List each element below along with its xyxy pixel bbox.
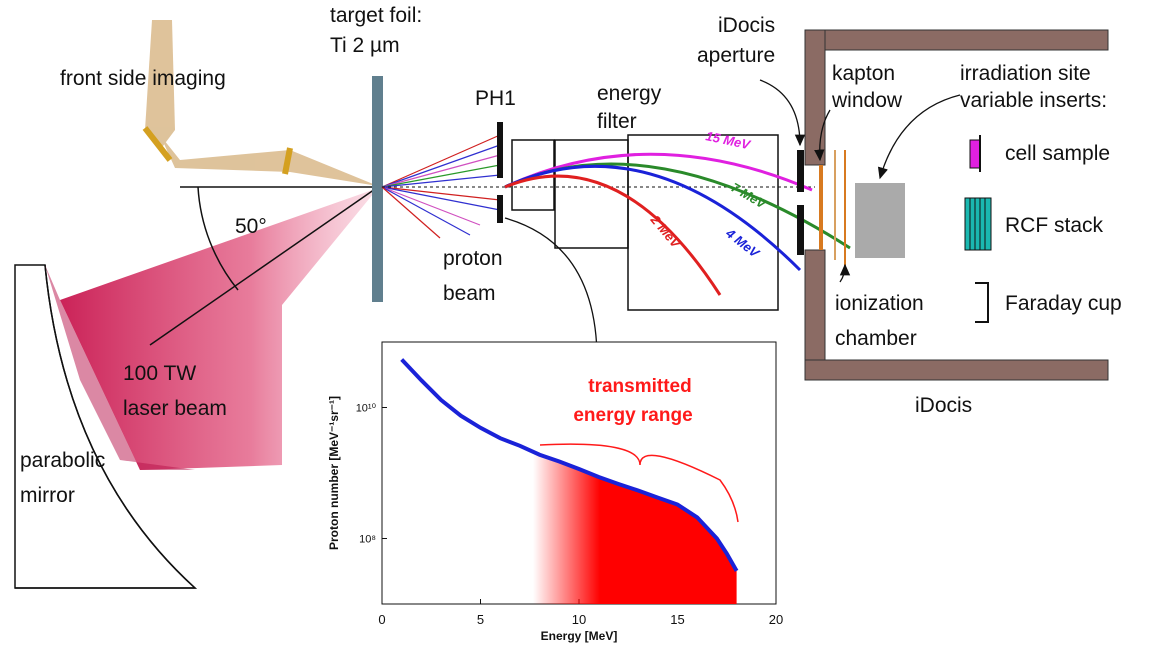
- pinhole-lower: [497, 195, 503, 223]
- label: filter: [597, 110, 637, 133]
- target-foil: [372, 76, 383, 302]
- x-tick-label: 10: [572, 612, 586, 627]
- faraday-icon: [975, 283, 988, 322]
- annotation: energy range: [573, 405, 692, 426]
- y-tick-label: 10¹⁰: [356, 403, 377, 415]
- label: beam: [443, 282, 496, 305]
- annotation: transmitted: [588, 376, 691, 397]
- rcf-icon: [965, 198, 991, 250]
- x-tick-label: 5: [477, 612, 484, 627]
- energy-filter: [512, 135, 778, 310]
- insert: [855, 183, 905, 258]
- label: irradiation site: [960, 62, 1091, 85]
- label: cell sample: [1005, 142, 1110, 165]
- x-tick-label: 15: [670, 612, 684, 627]
- y-axis-label: Proton number [MeV⁻¹sr⁻¹]: [327, 396, 341, 550]
- label: energy: [597, 82, 662, 105]
- label: kapton: [832, 62, 895, 85]
- energy-label: 7 MeV: [729, 180, 770, 212]
- label: proton: [443, 247, 503, 270]
- label: laser beam: [123, 397, 227, 420]
- label: Ti 2 µm: [330, 34, 400, 57]
- pinhole-upper: [497, 122, 503, 178]
- cell-sample-icon: [970, 140, 980, 168]
- label: mirror: [20, 484, 75, 507]
- label: aperture: [697, 44, 775, 67]
- label: variable inserts:: [960, 89, 1107, 112]
- label: 100 TW: [123, 362, 196, 385]
- x-axis-label: Energy [MeV]: [541, 629, 618, 643]
- label: target foil:: [330, 4, 422, 27]
- aperture-lower: [797, 205, 804, 255]
- spectrum-chart: Energy [MeV] Proton number [MeV⁻¹sr⁻¹] 0…: [327, 342, 783, 643]
- energy-label: 2 MeV: [647, 212, 684, 252]
- proton-fan: [382, 135, 500, 238]
- aperture-upper: [797, 150, 804, 192]
- label: Faraday cup: [1005, 292, 1122, 315]
- label: chamber: [835, 327, 917, 350]
- label: RCF stack: [1005, 214, 1104, 237]
- label: ionization: [835, 292, 924, 315]
- energy-label: 15 MeV: [704, 128, 752, 152]
- label: parabolic: [20, 449, 105, 472]
- diagram: front side imaging target foil: Ti 2 µm …: [0, 0, 1161, 652]
- label: front side imaging: [60, 67, 226, 90]
- label: iDocis: [915, 394, 972, 417]
- x-tick-label: 20: [769, 612, 783, 627]
- label: PH1: [475, 87, 516, 110]
- x-tick-label: 0: [378, 612, 385, 627]
- label: 50°: [235, 215, 267, 238]
- label: window: [831, 89, 903, 112]
- label: iDocis: [718, 14, 775, 37]
- y-tick-label: 10⁸: [359, 534, 376, 546]
